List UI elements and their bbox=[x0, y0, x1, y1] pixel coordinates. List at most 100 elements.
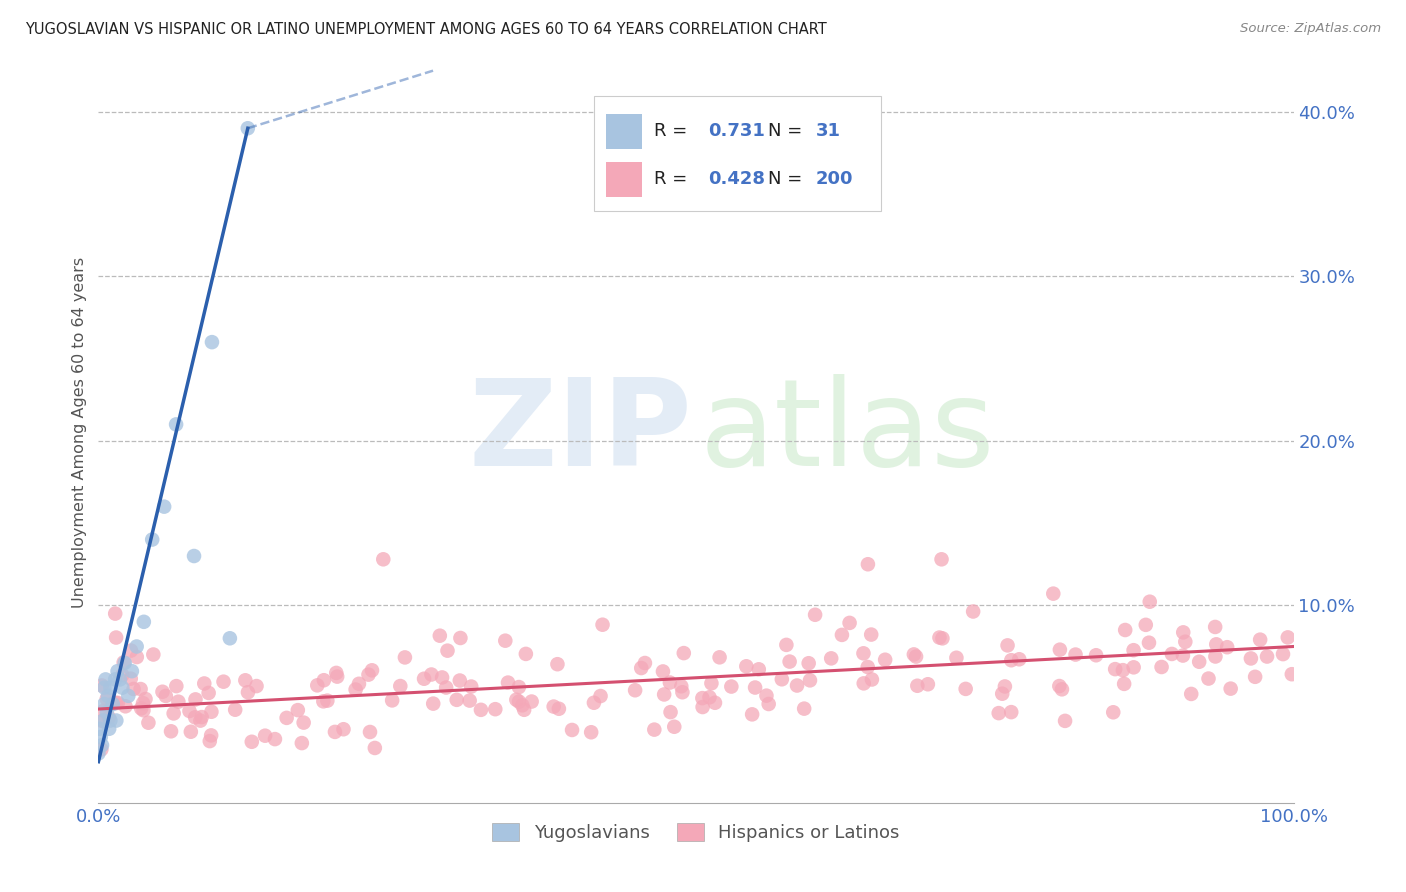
Point bbox=[287, 703, 309, 717]
Point bbox=[505, 692, 527, 706]
Point bbox=[138, 715, 160, 730]
Point bbox=[987, 706, 1010, 720]
Point bbox=[325, 665, 347, 680]
Point bbox=[197, 686, 219, 700]
Text: 0.428: 0.428 bbox=[709, 170, 765, 188]
Point bbox=[129, 701, 152, 715]
Point bbox=[1102, 706, 1125, 720]
Point bbox=[430, 670, 453, 684]
Point bbox=[212, 674, 235, 689]
Point bbox=[1244, 670, 1267, 684]
Point bbox=[1198, 672, 1220, 686]
Point bbox=[200, 705, 222, 719]
Point bbox=[548, 702, 571, 716]
Point bbox=[90, 742, 112, 756]
Point bbox=[434, 681, 457, 695]
Text: YUGOSLAVIAN VS HISPANIC OR LATINO UNEMPLOYMENT AMONG AGES 60 TO 64 YEARS CORRELA: YUGOSLAVIAN VS HISPANIC OR LATINO UNEMPL… bbox=[25, 22, 827, 37]
Point bbox=[276, 711, 298, 725]
Point bbox=[1000, 705, 1022, 719]
Point bbox=[652, 688, 675, 702]
Point bbox=[735, 659, 758, 673]
Point bbox=[179, 704, 201, 718]
Point bbox=[755, 689, 778, 703]
Text: ZIP: ZIP bbox=[468, 374, 692, 491]
Point bbox=[997, 639, 1019, 653]
Point bbox=[193, 676, 215, 690]
Point bbox=[1050, 682, 1073, 697]
Point bbox=[1204, 620, 1226, 634]
Point bbox=[931, 552, 953, 566]
Point bbox=[744, 681, 766, 695]
Point bbox=[449, 673, 471, 688]
Point bbox=[224, 703, 246, 717]
Y-axis label: Unemployment Among Ages 60 to 64 years: Unemployment Among Ages 60 to 64 years bbox=[72, 257, 87, 608]
Text: 31: 31 bbox=[815, 122, 841, 140]
Point bbox=[905, 649, 928, 664]
Point bbox=[931, 632, 953, 646]
Point bbox=[770, 673, 793, 687]
Text: 200: 200 bbox=[815, 170, 853, 188]
Point bbox=[1135, 617, 1157, 632]
Point bbox=[1174, 634, 1197, 648]
Point bbox=[254, 729, 277, 743]
Point bbox=[589, 689, 612, 703]
Point bbox=[155, 689, 177, 703]
Point bbox=[1205, 637, 1227, 651]
Point bbox=[945, 650, 967, 665]
FancyBboxPatch shape bbox=[606, 113, 643, 149]
Point bbox=[132, 703, 155, 717]
Point bbox=[373, 552, 395, 566]
Point bbox=[111, 681, 134, 695]
Point bbox=[312, 694, 335, 708]
Point bbox=[332, 723, 354, 737]
Point bbox=[704, 696, 727, 710]
Point bbox=[1272, 647, 1295, 661]
Point bbox=[153, 500, 176, 514]
Point bbox=[905, 679, 928, 693]
Point bbox=[94, 673, 117, 687]
Point bbox=[190, 710, 212, 724]
Point bbox=[93, 704, 115, 718]
Point bbox=[1150, 660, 1173, 674]
Point bbox=[198, 734, 221, 748]
Point bbox=[692, 700, 714, 714]
Point bbox=[98, 681, 122, 695]
Point bbox=[344, 682, 367, 697]
Point bbox=[1160, 647, 1182, 661]
Point bbox=[184, 692, 207, 706]
Point bbox=[508, 695, 530, 709]
Point bbox=[436, 643, 458, 657]
Point bbox=[381, 693, 404, 707]
Point bbox=[852, 676, 875, 690]
Point bbox=[460, 680, 482, 694]
Point bbox=[233, 673, 256, 688]
Point bbox=[797, 657, 820, 671]
Point bbox=[799, 673, 821, 688]
Point bbox=[429, 629, 451, 643]
Point bbox=[692, 691, 714, 706]
Point bbox=[316, 693, 339, 707]
Point bbox=[875, 653, 897, 667]
Point bbox=[413, 672, 436, 686]
Point bbox=[90, 730, 112, 744]
Point bbox=[359, 725, 381, 739]
Point bbox=[422, 697, 444, 711]
Point bbox=[793, 701, 815, 715]
Point bbox=[543, 699, 565, 714]
Point bbox=[264, 732, 287, 747]
Point bbox=[107, 696, 129, 710]
Point bbox=[121, 664, 143, 678]
Point bbox=[1112, 663, 1135, 677]
Point bbox=[245, 679, 267, 693]
Point bbox=[1139, 595, 1161, 609]
Point bbox=[91, 738, 114, 752]
Point bbox=[786, 679, 808, 693]
Point bbox=[1171, 648, 1194, 663]
Point bbox=[1256, 649, 1278, 664]
Point bbox=[394, 650, 416, 665]
Point bbox=[89, 722, 111, 736]
Point bbox=[592, 617, 614, 632]
Point bbox=[323, 725, 346, 739]
Point bbox=[98, 722, 121, 736]
Point bbox=[125, 650, 148, 665]
